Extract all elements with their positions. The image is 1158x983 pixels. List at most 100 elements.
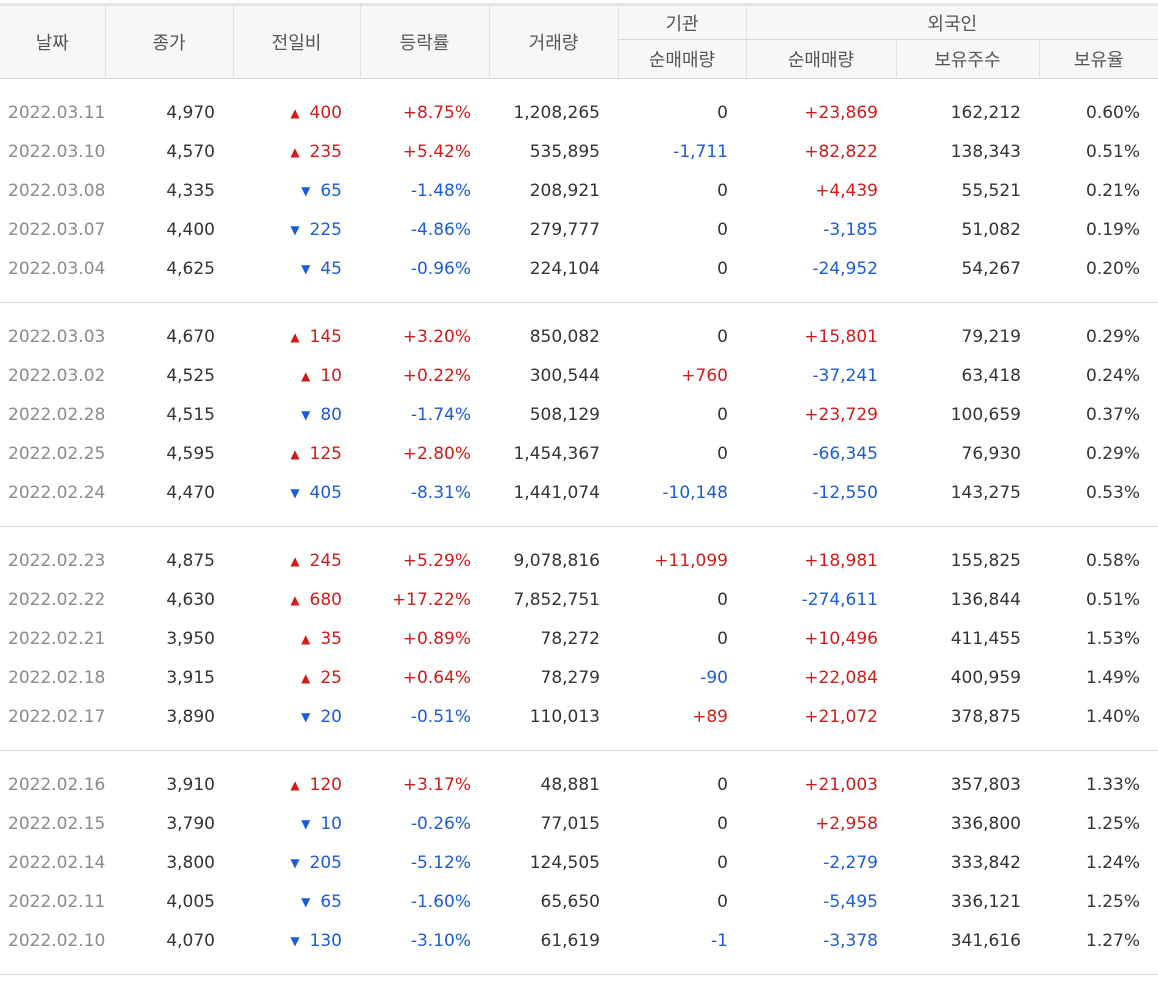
arrow-up-icon: ▲ xyxy=(290,329,300,344)
table-row: 2022.02.28 4,515 ▼ 80 -1.74% 508,129 0 +23,729 1… xyxy=(0,395,1158,434)
cell-frgn-shares: 333,842 xyxy=(950,852,1021,873)
cell-inst-net: 0 xyxy=(717,589,728,610)
cell-inst-net: 0 xyxy=(717,326,728,347)
cell-rate: +8.75% xyxy=(402,102,471,123)
cell-frgn-shares: 400,959 xyxy=(950,667,1021,688)
table-row: 2022.03.10 4,570 ▲ 235 +5.42% 535,895 -1,711 +8… xyxy=(0,132,1158,171)
cell-date: 2022.02.28 xyxy=(8,404,106,425)
cell-inst-net: -90 xyxy=(700,667,728,688)
cell-rate: +0.89% xyxy=(402,628,471,649)
cell-rate: -1.74% xyxy=(410,404,471,425)
cell-close: 4,875 xyxy=(166,550,215,571)
cell-frgn-net: -66,345 xyxy=(812,443,878,464)
table-row: 2022.02.22 4,630 ▲ 680 +17.22% 7,852,751 0 -274… xyxy=(0,580,1158,619)
cell-volume: 1,208,265 xyxy=(513,102,600,123)
cell-change: ▲ 245 xyxy=(233,541,360,580)
change-value: 25 xyxy=(320,667,342,688)
change-value: 145 xyxy=(309,326,342,347)
cell-close: 4,400 xyxy=(166,219,215,240)
cell-frgn-ratio: 0.29% xyxy=(1086,443,1141,464)
cell-frgn-shares: 162,212 xyxy=(950,102,1021,123)
cell-change: ▲ 145 xyxy=(233,317,360,356)
arrow-up-icon: ▲ xyxy=(290,777,300,792)
table-row: 2022.02.17 3,890 ▼ 20 -0.51% 110,013 +89 +21,07… xyxy=(0,697,1158,736)
cell-frgn-net: +2,958 xyxy=(815,813,878,834)
arrow-up-icon: ▲ xyxy=(301,631,311,646)
cell-rate: +2.80% xyxy=(402,443,471,464)
cell-close: 3,890 xyxy=(166,706,215,727)
cell-frgn-ratio: 0.24% xyxy=(1086,365,1141,386)
cell-change: ▼ 225 xyxy=(233,210,360,249)
cell-close: 4,070 xyxy=(166,930,215,951)
cell-change: ▲ 35 xyxy=(233,619,360,658)
cell-frgn-net: +10,496 xyxy=(804,628,878,649)
cell-inst-net: 0 xyxy=(717,102,728,123)
cell-date: 2022.03.07 xyxy=(8,219,106,240)
cell-frgn-net: -3,185 xyxy=(823,219,878,240)
cell-frgn-shares: 336,121 xyxy=(950,891,1021,912)
cell-rate: -3.10% xyxy=(410,930,471,951)
cell-date: 2022.03.11 xyxy=(8,102,106,123)
cell-change: ▲ 400 xyxy=(233,93,360,132)
cell-close: 4,595 xyxy=(166,443,215,464)
cell-rate: -0.26% xyxy=(410,813,471,834)
arrow-up-icon: ▲ xyxy=(290,446,300,461)
cell-change: ▼ 10 xyxy=(233,804,360,843)
cell-frgn-net: -5,495 xyxy=(823,891,878,912)
cell-inst-net: 0 xyxy=(717,628,728,649)
table-row: 2022.02.18 3,915 ▲ 25 +0.64% 78,279 -90 +22,084… xyxy=(0,658,1158,697)
change-value: 130 xyxy=(309,930,342,951)
arrow-down-icon: ▼ xyxy=(290,222,300,237)
cell-frgn-shares: 79,219 xyxy=(961,326,1021,347)
cell-frgn-ratio: 1.24% xyxy=(1086,852,1141,873)
cell-date: 2022.02.23 xyxy=(8,550,106,571)
arrow-up-icon: ▲ xyxy=(290,144,300,159)
cell-volume: 78,279 xyxy=(540,667,600,688)
cell-rate: +5.29% xyxy=(402,550,471,571)
cell-close: 3,915 xyxy=(166,667,215,688)
cell-change: ▲ 125 xyxy=(233,434,360,473)
cell-volume: 61,619 xyxy=(540,930,600,951)
cell-frgn-ratio: 0.21% xyxy=(1086,180,1141,201)
header-inst-net: 순매매량 xyxy=(617,39,746,79)
cell-volume: 65,650 xyxy=(540,891,600,912)
table-row: 2022.03.07 4,400 ▼ 225 -4.86% 279,777 0 -3,185 5… xyxy=(0,210,1158,249)
cell-frgn-shares: 357,803 xyxy=(950,774,1021,795)
arrow-down-icon: ▼ xyxy=(301,894,311,909)
cell-frgn-ratio: 0.60% xyxy=(1086,102,1141,123)
table-row: 2022.02.16 3,910 ▲ 120 +3.17% 48,881 0 +21,003 3… xyxy=(0,765,1158,804)
cell-inst-net: +89 xyxy=(692,706,728,727)
cell-frgn-net: +22,084 xyxy=(804,667,878,688)
cell-frgn-shares: 411,455 xyxy=(950,628,1021,649)
header-foreign: 외국인 xyxy=(745,4,1158,40)
cell-date: 2022.02.17 xyxy=(8,706,106,727)
cell-volume: 7,852,751 xyxy=(513,589,600,610)
cell-rate: +0.64% xyxy=(402,667,471,688)
cell-frgn-net: +21,072 xyxy=(804,706,878,727)
cell-close: 3,800 xyxy=(166,852,215,873)
cell-change: ▼ 205 xyxy=(233,843,360,882)
cell-change: ▼ 130 xyxy=(233,921,360,960)
cell-frgn-net: -12,550 xyxy=(812,482,878,503)
cell-date: 2022.02.24 xyxy=(8,482,106,503)
table-row: 2022.03.04 4,625 ▼ 45 -0.96% 224,104 0 -24,952 5… xyxy=(0,249,1158,288)
change-value: 10 xyxy=(320,365,342,386)
cell-volume: 9,078,816 xyxy=(513,550,600,571)
arrow-down-icon: ▼ xyxy=(290,485,300,500)
cell-frgn-shares: 54,267 xyxy=(961,258,1021,279)
table-row: 2022.03.02 4,525 ▲ 10 +0.22% 300,544 +760 -37,2… xyxy=(0,356,1158,395)
change-value: 120 xyxy=(309,774,342,795)
cell-volume: 1,454,367 xyxy=(513,443,600,464)
change-value: 45 xyxy=(320,258,342,279)
row-divider xyxy=(0,736,1158,751)
cell-change: ▼ 80 xyxy=(233,395,360,434)
arrow-up-icon: ▲ xyxy=(301,670,311,685)
cell-frgn-net: +23,729 xyxy=(804,404,878,425)
cell-change: ▼ 45 xyxy=(233,249,360,288)
cell-frgn-ratio: 1.49% xyxy=(1086,667,1141,688)
cell-frgn-shares: 51,082 xyxy=(961,219,1021,240)
cell-change: ▲ 25 xyxy=(233,658,360,697)
cell-close: 4,970 xyxy=(166,102,215,123)
row-divider xyxy=(0,512,1158,527)
arrow-down-icon: ▼ xyxy=(301,183,311,198)
